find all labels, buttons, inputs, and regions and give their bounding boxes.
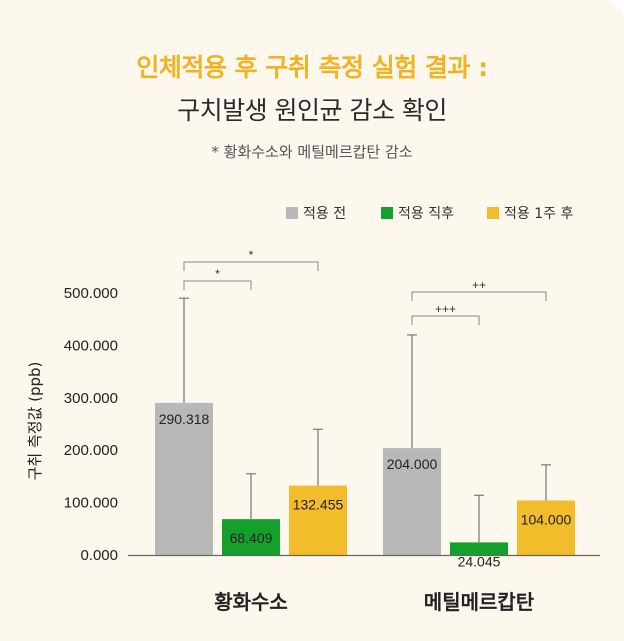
bar [289,485,347,555]
bar [155,402,213,555]
bar [517,500,575,555]
significance-mark: * [249,248,254,262]
bar-value-label: 68.409 [230,530,273,546]
bar-value-label: 24.045 [458,553,501,569]
bar-value-label: 290.318 [159,411,210,427]
legend-swatch [381,207,393,219]
significance-bracket [411,315,480,325]
significance-bracket [183,261,319,271]
y-axis-ticks: 0.000 100.000 200.000 300.000 400.000 500.000 [64,285,118,564]
significance-mark: +++ [435,302,456,316]
significance-bracket [183,280,252,290]
legend-label: 적용 1주 후 [504,206,573,222]
category-label: 메틸메르캅탄 [424,590,535,614]
bar-value-label: 132.455 [293,497,344,513]
chart-title: 인체적용 후 구취 측정 실험 결과 : [136,53,488,82]
bar-value-label: 104.000 [521,512,572,528]
significance-mark: * [215,267,220,281]
category-label: 황화수소 [214,590,288,614]
legend: 적용 전 적용 직후 적용 1주 후 [286,206,573,222]
legend-label: 적용 전 [303,206,346,222]
bar [222,519,280,555]
bars: 290.318 68.409 132.455 204.000 24.045 104.000 [155,297,575,569]
legend-swatch [487,207,499,219]
bar [450,542,508,555]
y-tick-label: 200.000 [64,442,118,459]
bar [383,448,441,555]
category-labels: 황화수소 메틸메르캅탄 [214,590,535,614]
legend-label: 적용 직후 [398,206,454,222]
significance-mark: ++ [472,278,486,292]
legend-swatch [286,207,298,219]
significance-brackets: **+++++ [183,248,547,325]
y-tick-label: 0.000 [80,547,118,564]
y-tick-label: 500.000 [64,285,118,302]
y-axis-label: 구취 측정값 (ppb) [26,362,44,481]
significance-bracket [411,291,547,301]
y-tick-label: 300.000 [64,390,118,407]
chart-subtitle: 구치발생 원인균 감소 확인 [177,96,447,125]
bar-value-label: 204.000 [387,456,438,472]
y-tick-label: 400.000 [64,337,118,354]
y-tick-label: 100.000 [64,495,118,512]
chart-note: * 황화수소와 메틸메르캅탄 감소 [211,143,413,161]
